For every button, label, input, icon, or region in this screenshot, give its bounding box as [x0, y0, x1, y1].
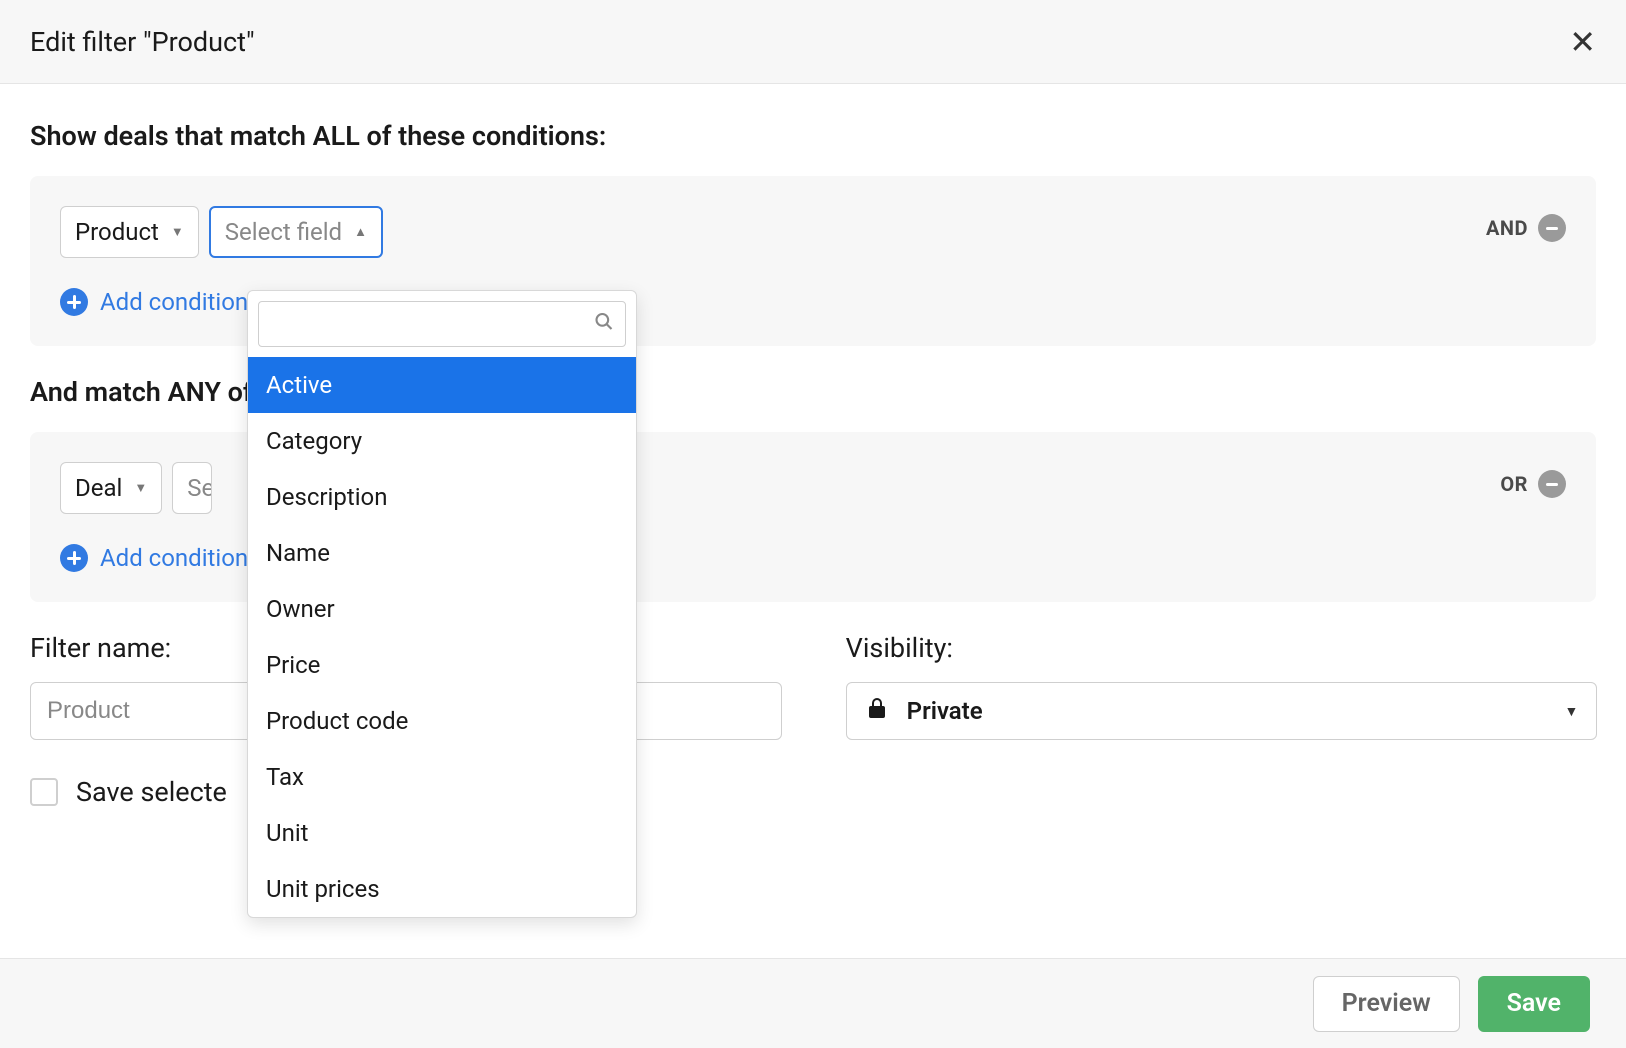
- entity-select[interactable]: Deal ▼: [60, 462, 162, 514]
- entity-select-label: Product: [75, 218, 159, 246]
- preview-button-label: Preview: [1342, 989, 1431, 1018]
- visibility-value: Private: [907, 697, 983, 725]
- dropdown-option[interactable]: Price: [248, 637, 636, 693]
- add-condition-label: Add condition: [100, 288, 248, 316]
- chevron-down-icon: ▼: [1564, 703, 1578, 720]
- dropdown-option[interactable]: Name: [248, 525, 636, 581]
- operator-label: OR: [1500, 472, 1528, 496]
- dropdown-search-input[interactable]: [258, 301, 626, 347]
- field-select[interactable]: Select field ▲: [209, 206, 383, 258]
- save-button-label: Save: [1507, 989, 1561, 1018]
- remove-condition-icon[interactable]: [1538, 214, 1566, 242]
- visibility-col: Visibility: Private ▼: [846, 632, 1598, 740]
- operator-or: OR: [1500, 470, 1566, 498]
- dropdown-list: ActiveCategoryDescriptionNameOwnerPriceP…: [248, 357, 636, 917]
- operator-label: AND: [1486, 216, 1528, 240]
- dropdown-option[interactable]: Tax: [248, 749, 636, 805]
- dialog-title: Edit filter "Product": [30, 26, 255, 58]
- remove-condition-icon[interactable]: [1538, 470, 1566, 498]
- dialog-content: Show deals that match ALL of these condi…: [0, 84, 1626, 808]
- field-select-placeholder: Se: [187, 474, 212, 502]
- dropdown-option[interactable]: Product code: [248, 693, 636, 749]
- visibility-select[interactable]: Private ▼: [846, 682, 1598, 740]
- dialog-header: Edit filter "Product" ✕: [0, 0, 1626, 84]
- close-icon[interactable]: ✕: [1569, 26, 1596, 58]
- dropdown-option[interactable]: Unit prices: [248, 861, 636, 917]
- save-selected-label: Save selecte: [76, 776, 227, 808]
- field-dropdown-panel: ActiveCategoryDescriptionNameOwnerPriceP…: [247, 290, 637, 918]
- dialog-footer: Preview Save: [0, 958, 1626, 1048]
- condition-row: Product ▼ Select field ▲: [60, 206, 1566, 258]
- operator-and: AND: [1486, 214, 1566, 242]
- all-conditions-heading: Show deals that match ALL of these condi…: [30, 120, 1596, 152]
- dropdown-option[interactable]: Category: [248, 413, 636, 469]
- dropdown-option[interactable]: Description: [248, 469, 636, 525]
- field-select[interactable]: Se: [172, 462, 212, 514]
- add-condition-label: Add condition: [100, 544, 248, 572]
- visibility-label: Visibility:: [846, 632, 1598, 664]
- field-select-placeholder: Select field: [225, 218, 342, 246]
- chevron-up-icon: ▲: [354, 224, 367, 240]
- lock-icon: [865, 696, 889, 726]
- dropdown-option[interactable]: Owner: [248, 581, 636, 637]
- dropdown-option[interactable]: Unit: [248, 805, 636, 861]
- search-icon: [594, 312, 614, 337]
- entity-select[interactable]: Product ▼: [60, 206, 199, 258]
- preview-button[interactable]: Preview: [1313, 976, 1460, 1032]
- plus-icon: [60, 288, 88, 316]
- dropdown-option[interactable]: Active: [248, 357, 636, 413]
- chevron-down-icon: ▼: [134, 480, 147, 496]
- chevron-down-icon: ▼: [171, 224, 184, 240]
- plus-icon: [60, 544, 88, 572]
- save-selected-checkbox[interactable]: [30, 778, 58, 806]
- save-button[interactable]: Save: [1478, 976, 1590, 1032]
- entity-select-label: Deal: [75, 474, 122, 502]
